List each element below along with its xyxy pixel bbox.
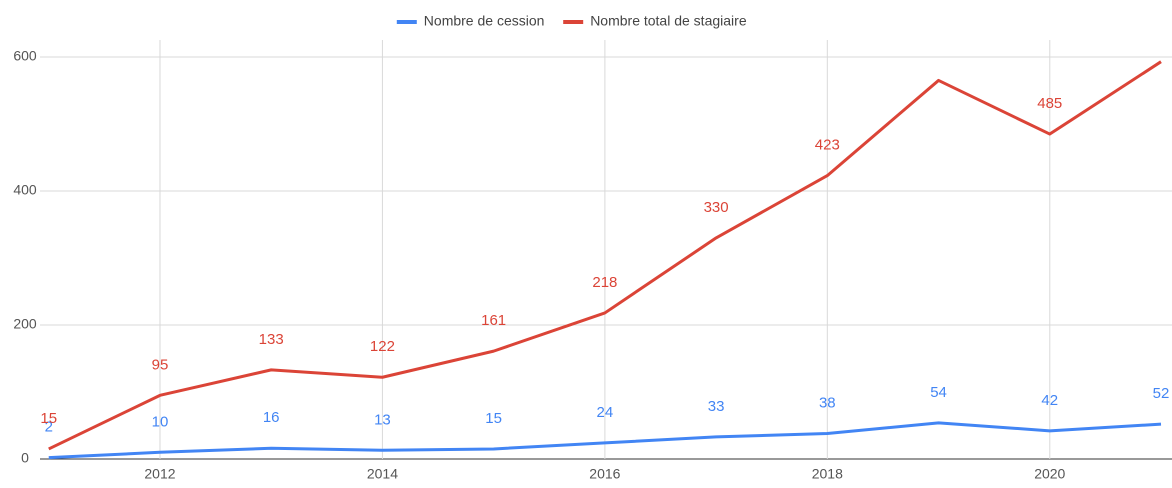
data-label: 330 xyxy=(704,199,729,216)
data-label: 15 xyxy=(485,410,502,427)
data-label: 24 xyxy=(597,404,614,421)
data-label: 133 xyxy=(259,331,284,348)
data-label: 54 xyxy=(930,384,947,401)
x-tick-label: 2018 xyxy=(812,466,843,482)
data-label: 161 xyxy=(481,312,506,329)
x-tick-label: 2014 xyxy=(367,466,398,482)
data-label: 218 xyxy=(592,274,617,291)
data-label: 485 xyxy=(1037,95,1062,112)
data-label: 122 xyxy=(370,338,395,355)
y-tick-label: 400 xyxy=(13,182,37,198)
data-label: 42 xyxy=(1041,392,1058,409)
data-label: 15 xyxy=(40,410,57,427)
y-tick-label: 0 xyxy=(21,450,29,466)
data-label: 423 xyxy=(815,137,840,154)
x-tick-label: 2012 xyxy=(144,466,175,482)
y-tick-label: 200 xyxy=(13,316,37,332)
x-tick-label: 2020 xyxy=(1034,466,1065,482)
data-label: 16 xyxy=(263,409,280,426)
data-label: 95 xyxy=(152,356,169,373)
data-label: 52 xyxy=(1153,385,1170,402)
series-line xyxy=(48,421,1162,460)
data-label: 33 xyxy=(708,398,725,415)
data-label: 13 xyxy=(374,411,391,428)
legend-label: Nombre de cession xyxy=(424,13,545,29)
data-label: 38 xyxy=(819,395,836,412)
x-tick-label: 2016 xyxy=(589,466,620,482)
y-tick-label: 600 xyxy=(13,48,37,64)
series-line xyxy=(48,60,1162,451)
legend-label: Nombre total de stagiaire xyxy=(590,13,747,29)
data-label: 2 xyxy=(45,419,53,436)
data-label: 10 xyxy=(152,413,169,430)
